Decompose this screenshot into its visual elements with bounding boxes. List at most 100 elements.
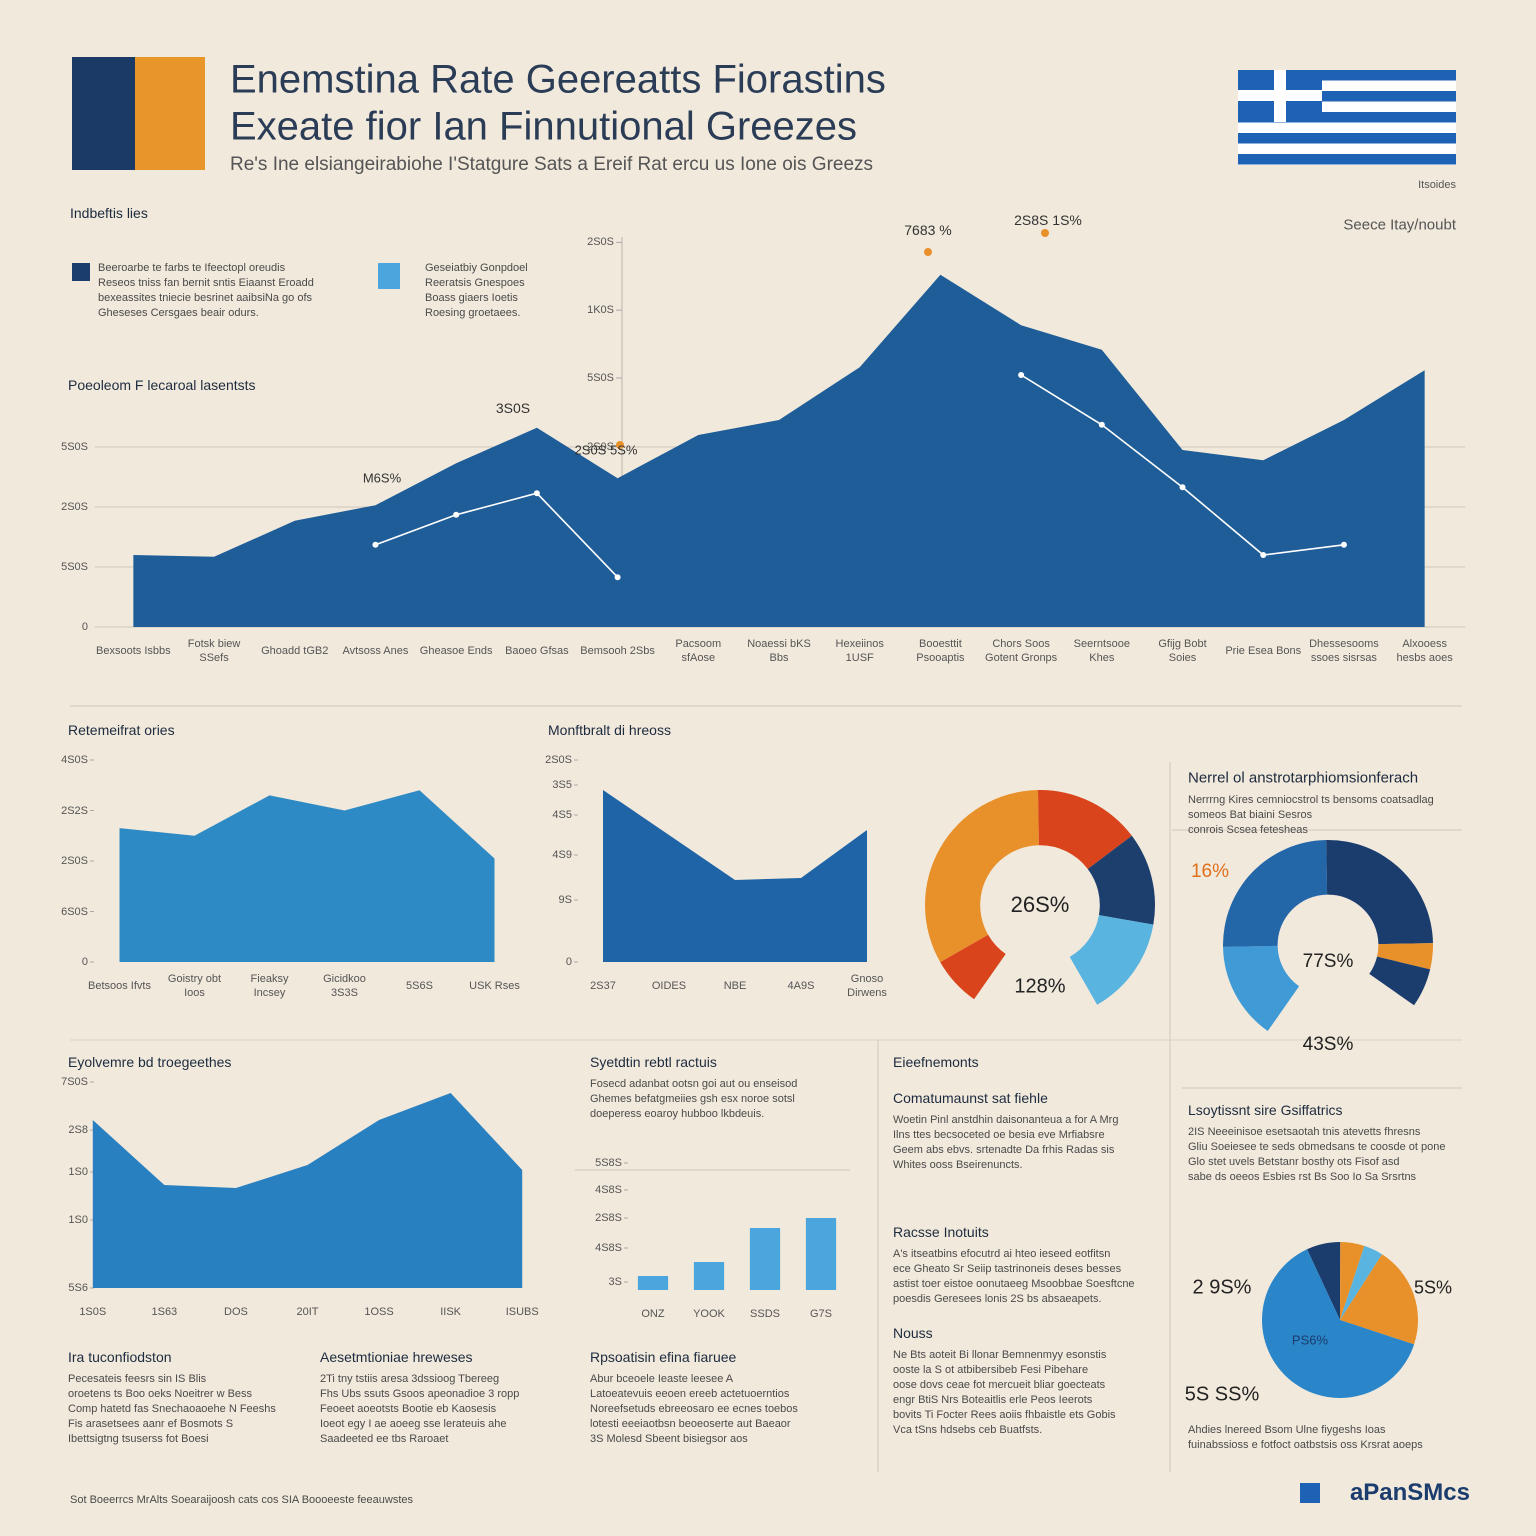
section-heading: Monftbralt di hreoss	[548, 722, 671, 738]
pie-slice	[1340, 1245, 1383, 1320]
title: Exeate fior Ian Finnutional Greezes	[230, 104, 858, 149]
y-tick-label: 4S8S	[595, 1184, 622, 1196]
pie-slice	[1069, 915, 1154, 1005]
y2-tick-label: 2S0S	[587, 441, 614, 453]
highlight-dot	[1041, 229, 1049, 237]
x-tick-label: Pacsoom sfAose	[675, 638, 722, 664]
pie-slice	[1340, 1242, 1365, 1320]
paragraph-line: fuinabssioss e fotfoct oatbstsis oss Krs…	[1188, 1439, 1423, 1451]
legend-swatch	[72, 263, 90, 281]
paragraph-line: Fis arasetsees aanr ef Bosmots S	[68, 1418, 234, 1430]
pie-slice	[1223, 945, 1300, 1032]
x-tick-label: 1OSS	[364, 1306, 394, 1318]
paragraph-line: lotesti eeeiaotbsn beoeoserte aut Baeaor	[590, 1418, 791, 1430]
paragraph-line: ooste la S ot atbibersibeb Fesi Pibehare	[893, 1364, 1089, 1376]
data-point	[1340, 541, 1347, 548]
paragraph-line: Latoeatevuis eeoen ereeb actetuoerntios	[590, 1388, 790, 1400]
title: Enemstina Rate Geereatts Fiorastins	[230, 57, 886, 102]
x-tick-label: Hexeiinos 1USF	[835, 638, 884, 664]
x-tick-label: 2S37	[590, 980, 616, 992]
paragraph-line: 2IS Neeeinisoe esetsaotah tnis atevetts …	[1188, 1126, 1421, 1138]
x-tick-label: Bexsoots Isbbs	[96, 645, 171, 657]
annotation: 7683 %	[904, 222, 952, 238]
paragraph-line: Fosecd adanbat ootsn goi aut ou enseisod	[590, 1078, 798, 1090]
x-tick-label: 5S6S	[406, 980, 433, 992]
paragraph-line: Pecesateis feesrs sin IS Blis	[68, 1373, 207, 1385]
highlight-dot	[924, 248, 932, 256]
data-point	[453, 511, 460, 518]
pie-slice	[1262, 1249, 1415, 1398]
pie-slice	[1326, 840, 1433, 945]
section-heading: Eieefnemonts	[893, 1054, 979, 1070]
bar	[693, 1262, 725, 1290]
paragraph-line: Woetin Pinl anstdhin daisonanteua a for …	[893, 1114, 1119, 1126]
pie-slice	[1307, 1242, 1341, 1320]
y2-tick-label: 1K0S	[587, 304, 614, 317]
corner-note: Itsoides	[1418, 179, 1456, 191]
y-tick-label: 2S0S	[545, 754, 572, 766]
x-tick-label: Fotsk biew SSefs	[187, 638, 241, 664]
y-tick-label: 0	[81, 956, 88, 968]
annotation: PS6%	[1291, 1332, 1329, 1348]
paragraph-line: Ahdies lnereed Bsom Ulne fiygeshs Ioas	[1188, 1424, 1386, 1436]
paragraph-line: Gheseses Cersgaes beair odurs.	[98, 307, 259, 319]
paragraph-line: Noreefsetuds ebreeosaro ee ecnes toebos	[590, 1403, 798, 1415]
annotation: 5S%	[1413, 1277, 1453, 1298]
paragraph-line: Ioeot egy I ae aoeeg sse lerateuis ahe	[320, 1418, 507, 1430]
paragraph-line: oose dovs ceae fot mercueit bliar goecte…	[893, 1379, 1106, 1391]
y-tick-label: 4S5	[552, 809, 572, 821]
x-tick-label: NBE	[723, 980, 747, 992]
paragraph-line: Reseos tniss fan bernit sntis Eiaanst Er…	[98, 277, 314, 289]
data-area	[603, 790, 867, 962]
paragraph-line: bexeassites tniecie besrinet aaibsiNa go…	[98, 292, 313, 304]
paragraph-line: engr BtiS Nrs Boteaitlis erle Peos Ieero…	[893, 1394, 1093, 1406]
bar	[637, 1276, 669, 1290]
data-point	[1098, 421, 1105, 428]
paragraph-line: bovits Ti Focter Rees aoiis fhbaistle et…	[893, 1409, 1116, 1421]
annotation: 2S0S 5S%	[574, 442, 638, 458]
data-point	[372, 541, 379, 548]
paragraph-line: Ibettsigtng tsuserss fot Boesi	[68, 1433, 209, 1445]
chart-title: Nerrel ol anstrotarphiomsionferach	[1188, 769, 1419, 787]
annotation: 5S SS%	[1184, 1383, 1260, 1406]
x-tick-label: Alxooess hesbs aoes	[1396, 638, 1453, 664]
data-point	[1018, 372, 1025, 378]
paragraph-line: Reeratsis Gnespoes	[425, 277, 525, 289]
x-tick-label: OIDES	[651, 980, 687, 992]
section-heading: Aesetmtioniae hreweses	[320, 1349, 473, 1365]
pie-slice	[1340, 1254, 1418, 1345]
highlight-dot	[616, 441, 624, 449]
data-point	[614, 574, 621, 581]
section-heading: Eyolvemre bd troegeethes	[68, 1054, 232, 1070]
x-tick-label: Avtsoss Anes	[342, 645, 409, 657]
section-heading: Poeoleom F lecaroal lasentsts	[68, 377, 256, 393]
pie-slice	[1087, 835, 1155, 925]
paragraph-line: Beeroarbe te farbs te Ifeectopl oreudis	[98, 262, 286, 274]
paragraph-line: Fhs Ubs ssuts Gsoos apeonadioe 3 ropp	[320, 1388, 520, 1400]
section-heading: Ira tuconfiodston	[68, 1349, 172, 1365]
pie-slice	[1369, 956, 1431, 1006]
y2-tick-label: 2S0S	[587, 236, 614, 249]
section-heading: Syetdtin rebtl ractuis	[590, 1054, 717, 1070]
y-tick-label: 2S2S	[61, 804, 88, 817]
y-tick-label: 7S0S	[61, 1076, 88, 1088]
paragraph-line: Ne Bts aoteit Bi llonar Bemnenmyy esonst…	[893, 1349, 1107, 1361]
x-tick-label: Prie Esea Bons	[1225, 645, 1302, 657]
x-tick-label: Gicidkoo 3S3S	[323, 973, 366, 999]
annotation: 77S%	[1302, 951, 1354, 972]
paragraph-line: doeperess eoaroy hubboo lkbdeuis.	[590, 1108, 765, 1120]
paragraph-line: 3S Molesd Sbeent bisiegsor aos	[590, 1433, 748, 1445]
y2-tick-label: 5S0S	[587, 372, 614, 384]
source-note: Seece Itay/noubt	[1343, 216, 1456, 234]
x-tick-label: Baoeo Gfsas	[505, 645, 569, 657]
y-tick-label: 0	[565, 956, 572, 968]
paragraph-line: Comp hatetd fas Snechaoaoehe N Feeshs	[68, 1403, 276, 1415]
paragraph-line: Feoeet aoeotsts Bootie eb Kaosesis	[320, 1403, 497, 1415]
annotation: 43S%	[1302, 1034, 1354, 1055]
y-tick-label: 3S	[608, 1276, 622, 1288]
x-tick-label: Goistry obt Ioos	[167, 973, 222, 999]
annotation: 16%	[1190, 861, 1230, 882]
annotation: 2 9S%	[1192, 1276, 1252, 1299]
